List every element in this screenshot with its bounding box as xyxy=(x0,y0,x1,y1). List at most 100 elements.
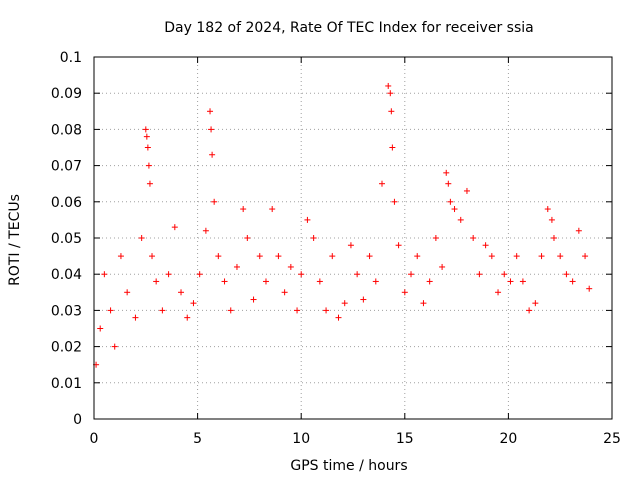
data-point xyxy=(233,263,240,270)
data-point xyxy=(482,242,489,249)
data-point xyxy=(124,289,131,296)
data-point xyxy=(310,235,317,241)
data-point xyxy=(532,300,539,307)
data-point xyxy=(323,307,330,314)
data-point xyxy=(445,180,452,187)
data-point xyxy=(513,253,520,260)
data-point xyxy=(165,271,172,278)
data-point xyxy=(171,224,178,231)
y-tick-label: 0.02 xyxy=(51,340,82,356)
data-point xyxy=(544,206,551,213)
y-tick-label: 0.1 xyxy=(60,50,82,66)
chart-title: Day 182 of 2024, Rate Of TEC Index for r… xyxy=(164,20,533,36)
data-point xyxy=(586,285,593,292)
data-point xyxy=(211,198,218,205)
data-point xyxy=(159,307,166,314)
data-point xyxy=(569,278,576,285)
data-point xyxy=(294,307,301,314)
data-point xyxy=(269,206,276,213)
data-point xyxy=(408,271,415,278)
data-point xyxy=(117,253,124,260)
axis-ticks: 0 5 10 15 20 25 0 0.01 0.02 0.03 0.04 0.05 0.06 0.07 0… xyxy=(51,50,621,447)
data-point xyxy=(389,144,396,151)
y-tick-label: 0.07 xyxy=(51,159,82,175)
data-point xyxy=(221,278,228,285)
data-point xyxy=(501,271,508,278)
data-point xyxy=(548,216,555,223)
data-point xyxy=(107,307,114,314)
data-point xyxy=(341,300,348,307)
y-tick-label: 0.05 xyxy=(51,231,82,247)
data-point xyxy=(526,307,533,314)
data-point xyxy=(240,206,247,213)
data-point xyxy=(281,289,288,296)
data-point xyxy=(335,314,342,321)
data-point xyxy=(439,263,446,270)
data-point xyxy=(138,235,145,241)
data-point xyxy=(304,216,311,223)
data-point xyxy=(476,271,483,278)
data-point xyxy=(457,216,464,223)
data-point xyxy=(184,314,191,321)
data-point xyxy=(538,253,545,260)
data-point xyxy=(153,278,160,285)
data-point xyxy=(316,278,323,285)
data-point xyxy=(215,253,222,260)
data-point xyxy=(443,169,450,176)
y-tick-label: 0.06 xyxy=(51,195,82,211)
x-axis-label: GPS time / hours xyxy=(290,458,407,474)
data-point xyxy=(144,144,151,151)
data-point xyxy=(178,289,185,296)
x-tick-label: 0 xyxy=(90,431,99,447)
data-point xyxy=(385,82,392,89)
y-tick-label: 0 xyxy=(73,412,82,428)
data-point xyxy=(287,263,294,270)
data-point xyxy=(190,300,197,307)
data-point xyxy=(202,227,209,234)
data-point xyxy=(146,180,153,187)
x-tick-label: 10 xyxy=(292,431,310,447)
data-point xyxy=(582,253,589,260)
data-point xyxy=(347,242,354,249)
data-point xyxy=(132,314,139,321)
data-point xyxy=(447,198,454,205)
data-point xyxy=(557,253,564,260)
data-points xyxy=(93,82,593,368)
x-tick-label: 25 xyxy=(603,431,621,447)
data-point xyxy=(563,271,570,278)
y-tick-label: 0.08 xyxy=(51,122,82,138)
data-point xyxy=(507,278,514,285)
data-point xyxy=(420,300,427,307)
data-point xyxy=(366,253,373,260)
data-point xyxy=(227,307,234,314)
data-point xyxy=(414,253,421,260)
data-point xyxy=(250,296,257,303)
data-point xyxy=(432,235,439,241)
data-point xyxy=(111,343,118,350)
data-point xyxy=(244,235,251,241)
data-point xyxy=(470,235,477,241)
data-point xyxy=(275,253,282,260)
data-point xyxy=(379,180,386,187)
data-point xyxy=(143,133,150,140)
data-point xyxy=(149,253,156,260)
data-point xyxy=(463,187,470,194)
data-point xyxy=(495,289,502,296)
data-point xyxy=(426,278,433,285)
data-point xyxy=(395,242,402,249)
data-point xyxy=(97,325,104,332)
data-point xyxy=(298,271,305,278)
data-point xyxy=(142,126,149,133)
data-point xyxy=(329,253,336,260)
data-point xyxy=(575,227,582,234)
x-tick-label: 15 xyxy=(396,431,414,447)
data-point xyxy=(488,253,495,260)
data-point xyxy=(387,90,394,97)
y-tick-label: 0.01 xyxy=(51,376,82,392)
x-tick-label: 5 xyxy=(193,431,202,447)
y-tick-label: 0.03 xyxy=(51,303,82,319)
data-point xyxy=(354,271,361,278)
data-point xyxy=(360,296,367,303)
data-point xyxy=(550,235,557,241)
